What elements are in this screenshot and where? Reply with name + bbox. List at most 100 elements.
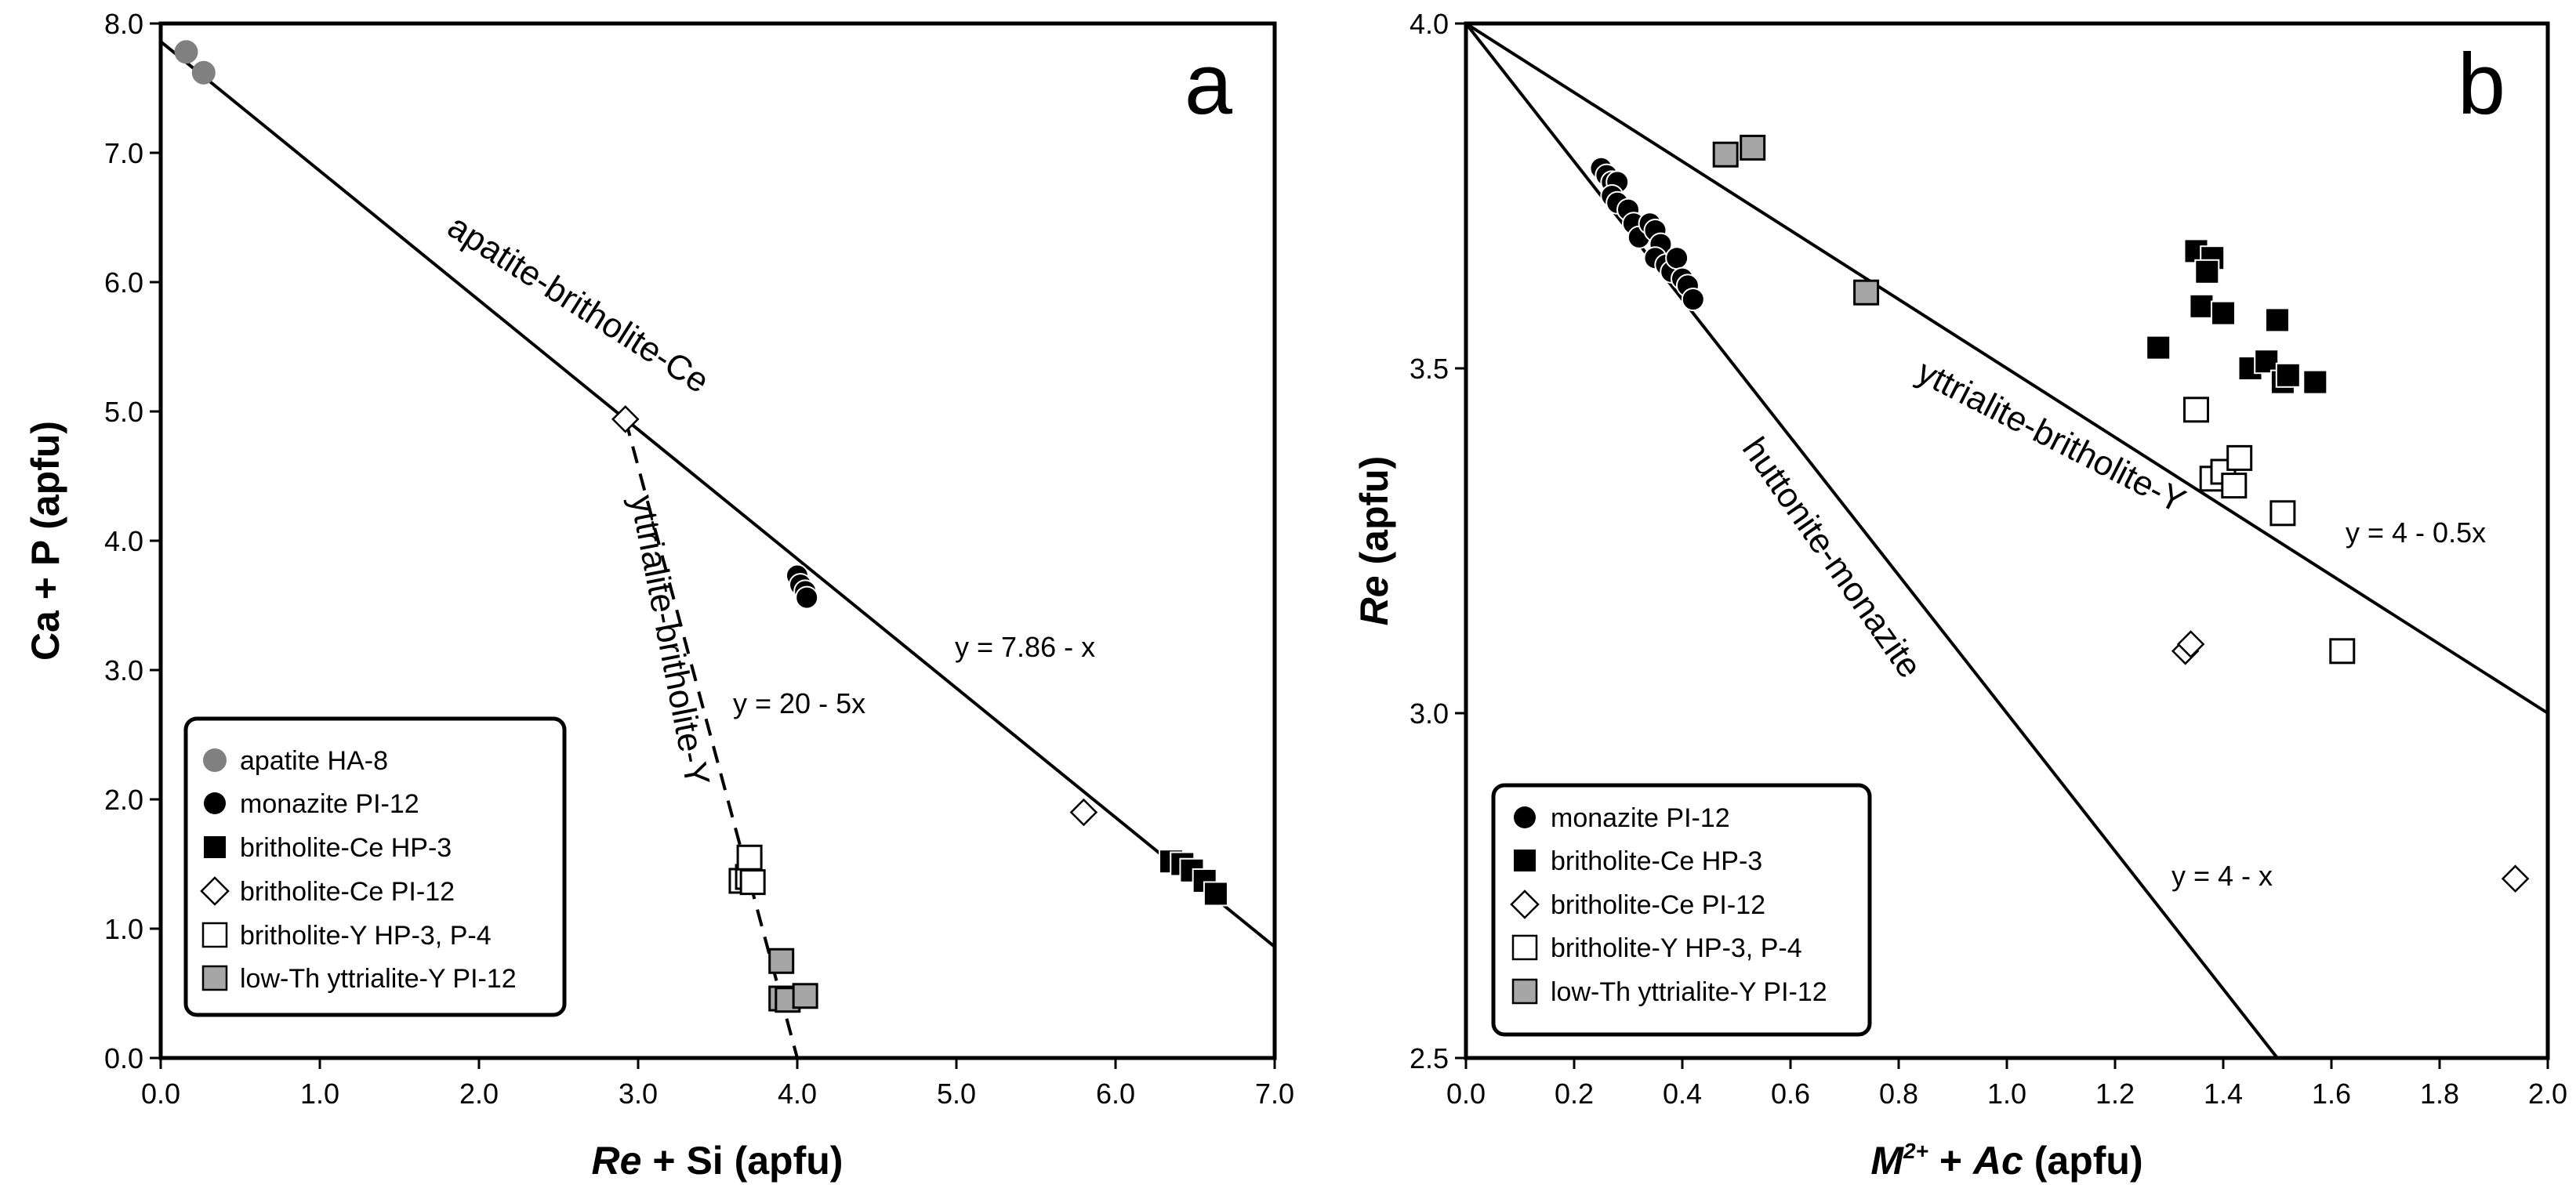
panel-b-y-axis-title: Re (apfu) <box>1352 456 1396 626</box>
panel-a-point-low-th-yttrialite-y-pi-12 <box>792 983 818 1009</box>
panel-b-point-britholite-ce-hp-3 <box>2302 369 2328 395</box>
panel-b-line-label-yttrialite-britholite: yttrialite-britholite-Y <box>1911 353 2192 521</box>
legend-b-marker-britholite-ce-pi12 <box>1510 889 1540 919</box>
panel-a-y-tick-label: 8.0 <box>104 8 143 40</box>
panel-a-y-tick-label: 7.0 <box>104 137 143 169</box>
legend-a-label-monazite: monazite PI-12 <box>240 789 419 819</box>
panel-b-point-britholite-y-hp-3-p-4 <box>2269 500 2296 527</box>
panel-a-x-tick-label: 7.0 <box>1255 1078 1294 1110</box>
panel-b-point-britholite-ce-pi-12 <box>2176 630 2205 658</box>
panel-a-line-label-yttrialite-britholite: yttrialite-britholite-Y <box>622 492 717 789</box>
panel-a-y-tick-label: 6.0 <box>104 266 143 299</box>
panel-a-plot-frame <box>158 21 1277 1060</box>
legend-b-marker-britholite-y <box>1511 934 1538 961</box>
panel-a-point-apatite-ha-8 <box>174 40 198 64</box>
legend-b-marker-britholite-ce-hp3 <box>1514 850 1536 871</box>
panel-b-ticks: 0.0 0.2 0.4 0.6 0.8 1.0 1.2 1.4 1.6 1.8 2.0 2.5 3.0 3… <box>1410 8 2567 1110</box>
panel-a-x-axis-title: Re + Si (apfu) <box>592 1139 844 1183</box>
panel-a-x-tick-label: 2.0 <box>459 1078 499 1110</box>
panel-b-x-tick-label: 2.0 <box>2528 1078 2567 1110</box>
panel-b-point-low-th-yttrialite-y-pi-12 <box>1740 134 1766 161</box>
panel-a-y-tick-label: 5.0 <box>104 396 143 428</box>
panel-b-legend: monazite PI-12 britholite-Ce HP-3 britho… <box>1491 783 1872 1037</box>
panel-b-point-britholite-ce-hp-3 <box>2189 293 2215 319</box>
panel-a-y-tick-label: 3.0 <box>104 654 143 687</box>
panel-b-point-britholite-y-hp-3-p-4 <box>2226 444 2253 471</box>
legend-a-label-yttrialite: low-Th yttrialite-Y PI-12 <box>240 964 517 994</box>
panel-a-y-axis-title: Ca + P (apfu) <box>24 421 67 661</box>
panel-b-y-tick-label: 4.0 <box>1410 8 1449 40</box>
panel-b-x-tick-label: 0.2 <box>1555 1078 1594 1110</box>
legend-a-marker-britholite-y <box>201 922 228 948</box>
legend-a-marker-yttrialite <box>201 965 228 991</box>
panel-b-x-tick-label: 0.0 <box>1446 1078 1486 1110</box>
panel-b-trend-line-1 <box>1464 22 2549 715</box>
panel-b-point-britholite-ce-hp-3 <box>2254 349 2280 375</box>
panel-a-point-monazite-pi-12 <box>795 585 819 610</box>
panel-b-x-tick-label: 1.4 <box>2204 1078 2243 1110</box>
panel-b-point-britholite-y-hp-3-p-4 <box>2183 397 2209 423</box>
legend-a-marker-britholite-ce-pi12 <box>200 876 230 906</box>
panel-b-point-monazite-pi-12 <box>1665 246 1689 270</box>
panel-b-y-tick-label: 3.0 <box>1410 697 1449 730</box>
panel-a-y-tick-label: 4.0 <box>104 525 143 557</box>
legend-b-marker-monazite <box>1514 806 1536 828</box>
panel-b-point-low-th-yttrialite-y-pi-12 <box>1853 279 1880 306</box>
panel-a-x-tick-label: 3.0 <box>619 1078 658 1110</box>
panel-a-legend: apatite HA-8 monazite PI-12 britholite-C… <box>183 716 567 1017</box>
panel-a: 0.0 1.0 2.0 3.0 4.0 5.0 6.0 7.0 0.0 1.0 2.0 3.0 4.0 5… <box>24 8 1294 1183</box>
panel-b-point-britholite-ce-hp-3 <box>2211 300 2236 326</box>
panel-a-letter: a <box>1185 36 1233 132</box>
legend-a-label-britholite-y: britholite-Y HP-3, P-4 <box>240 921 492 951</box>
panel-a-points <box>174 40 1228 1013</box>
panel-b-point-britholite-ce-hp-3 <box>2194 259 2220 284</box>
panel-b-letter: b <box>2458 36 2505 132</box>
legend-b-label-britholite-ce-hp3: britholite-Ce HP-3 <box>1551 846 1762 876</box>
panel-a-x-tick-label: 6.0 <box>1096 1078 1135 1110</box>
legend-b-marker-yttrialite <box>1511 978 1538 1005</box>
panel-b: 0.0 0.2 0.4 0.6 0.8 1.0 1.2 1.4 1.6 1.8 2.0 2.5 3.0 3… <box>1352 8 2567 1183</box>
panel-b-x-axis-title: M2+ + Ac (apfu) <box>1870 1139 2142 1183</box>
panel-b-equation-huttonite: y = 4 - x <box>2171 860 2273 892</box>
panel-b-x-tick-label: 0.6 <box>1771 1078 1810 1110</box>
panel-b-x-tick-label: 1.2 <box>2095 1078 2135 1110</box>
panel-a-ticks: 0.0 1.0 2.0 3.0 4.0 5.0 6.0 7.0 0.0 1.0 2.0 3.0 4.0 5… <box>104 8 1294 1110</box>
panel-b-x-tick-label: 0.8 <box>1879 1078 1918 1110</box>
legend-a-label-apatite: apatite HA-8 <box>240 746 388 776</box>
panel-b-point-britholite-ce-hp-3 <box>2146 335 2171 360</box>
panel-a-legend-box <box>183 716 567 1017</box>
panel-a-x-tick-label: 5.0 <box>937 1078 976 1110</box>
panel-a-trend-line-1 <box>159 40 1276 948</box>
panel-b-x-tick-label: 0.4 <box>1663 1078 1702 1110</box>
legend-a-marker-britholite-ce-hp3 <box>204 836 226 858</box>
panel-a-equation-solid: y = 7.86 - x <box>955 631 1095 663</box>
panel-a-point-britholite-ce-pi-12 <box>611 405 640 433</box>
panel-b-point-low-th-yttrialite-y-pi-12 <box>1712 141 1739 168</box>
panel-b-point-britholite-y-hp-3-p-4 <box>2221 473 2248 499</box>
panel-a-point-britholite-ce-hp-3 <box>1203 881 1228 907</box>
legend-b-label-yttrialite: low-Th yttrialite-Y PI-12 <box>1551 977 1827 1007</box>
legend-b-label-britholite-y: britholite-Y HP-3, P-4 <box>1551 933 1802 963</box>
panel-a-point-britholite-y-hp-3-p-4 <box>736 844 763 871</box>
panel-b-legend-box <box>1491 783 1872 1037</box>
panel-b-point-britholite-ce-hp-3 <box>2275 362 2301 388</box>
legend-b-label-monazite: monazite PI-12 <box>1551 803 1730 833</box>
panel-a-point-apatite-ha-8 <box>191 60 216 85</box>
panel-b-x-tick-label: 1.6 <box>2312 1078 2351 1110</box>
panel-b-point-britholite-y-hp-3-p-4 <box>2329 638 2356 665</box>
panel-a-x-tick-label: 0.0 <box>141 1078 180 1110</box>
panel-b-x-tick-label: 1.8 <box>2420 1078 2459 1110</box>
panel-a-y-tick-label: 1.0 <box>104 913 143 945</box>
legend-a-marker-monazite <box>204 792 226 814</box>
panel-b-line-label-huttonite-monazite: huttonite-monazite <box>1735 430 1929 685</box>
panel-a-y-tick-label: 0.0 <box>104 1042 143 1074</box>
panel-b-point-monazite-pi-12 <box>1681 288 1705 311</box>
panel-a-point-low-th-yttrialite-y-pi-12 <box>768 947 795 974</box>
panel-a-x-tick-label: 4.0 <box>778 1078 817 1110</box>
legend-a-label-britholite-ce-hp3: britholite-Ce HP-3 <box>240 833 452 863</box>
legend-a-label-britholite-ce-pi12: britholite-Ce PI-12 <box>240 877 455 907</box>
panel-b-equation-yttrialite: y = 4 - 0.5x <box>2346 516 2486 549</box>
legend-a-marker-apatite <box>203 748 227 772</box>
panel-a-y-tick-label: 2.0 <box>104 784 143 816</box>
